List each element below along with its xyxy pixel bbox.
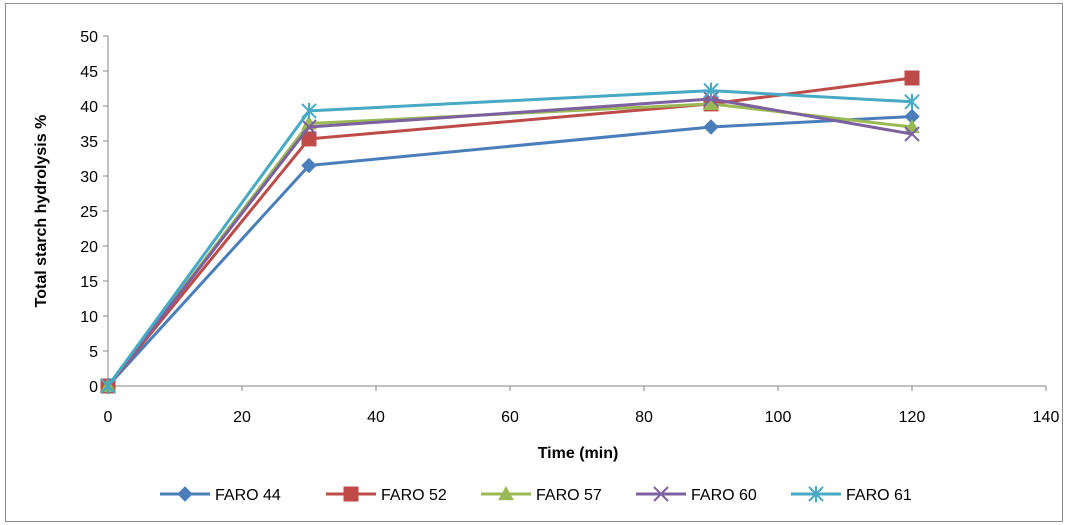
- x-tick-label: 40: [367, 409, 385, 426]
- series-faro-60: [100, 91, 920, 394]
- x-tick-label: 80: [635, 409, 653, 426]
- legend-item: FARO 61: [791, 486, 912, 504]
- x-tick-label: 60: [501, 409, 519, 426]
- data-point: [301, 102, 317, 119]
- legend-label: FARO 52: [381, 487, 447, 504]
- legend-item: FARO 60: [636, 486, 757, 504]
- data-point: [301, 131, 317, 147]
- data-point: [703, 82, 719, 99]
- y-tick-label: 35: [80, 134, 98, 151]
- legend-marker: [808, 486, 824, 502]
- legend-label: FARO 61: [846, 487, 912, 504]
- data-point: [904, 126, 920, 142]
- legend-label: FARO 57: [536, 487, 602, 504]
- series-faro-52: [100, 70, 920, 394]
- x-axis-title: Time (min): [538, 445, 619, 462]
- series-line: [106, 76, 913, 387]
- x-tick-label: 20: [233, 409, 251, 426]
- x-tick-label: 0: [104, 409, 113, 426]
- series-line: [106, 115, 913, 388]
- y-tick-label: 0: [89, 379, 98, 396]
- data-point: [904, 70, 920, 86]
- marker-stroke: [653, 486, 669, 502]
- marker-stroke: [301, 119, 317, 135]
- y-tick-label: 10: [80, 309, 98, 326]
- legend-item: FARO 52: [326, 486, 447, 504]
- series-faro-61: [100, 82, 920, 394]
- series-line: [106, 89, 913, 387]
- data-point: [703, 119, 719, 135]
- chart-frame: [5, 3, 1063, 522]
- legend-label: FARO 60: [691, 487, 757, 504]
- series-line: [106, 97, 913, 387]
- y-tick-label: 50: [80, 29, 98, 46]
- y-tick-label: 5: [89, 344, 98, 361]
- y-tick-label: 20: [80, 239, 98, 256]
- series-faro-44: [100, 108, 920, 394]
- x-tick-label: 140: [1033, 409, 1060, 426]
- y-tick-label: 25: [80, 204, 98, 221]
- data-point: [904, 93, 920, 110]
- legend-marker: [177, 486, 193, 502]
- marker-stroke: [904, 126, 920, 142]
- legend-marker: [653, 486, 669, 502]
- y-tick-label: 30: [80, 169, 98, 186]
- y-axis-title: Total starch hydrolysis %: [33, 115, 50, 308]
- legend-item: FARO 44: [160, 486, 281, 504]
- legend: FARO 44 FARO 52 FARO 57 FARO 60 FARO 61: [160, 485, 912, 504]
- legend-marker: [343, 486, 359, 502]
- y-tick-label: 40: [80, 99, 98, 116]
- legend-item: FARO 57: [481, 485, 602, 504]
- data-point: [301, 157, 317, 174]
- x-tick-label: 100: [765, 409, 792, 426]
- legend-label: FARO 44: [215, 487, 281, 504]
- data-point: [301, 119, 317, 135]
- legend-marker: [498, 485, 514, 501]
- axes: 0 5 10 15 20 25 30 35 40 45 50 0 20 40 60 80 100 120 140: [80, 29, 1059, 426]
- y-tick-label: 45: [80, 64, 98, 81]
- series-layer: [100, 70, 920, 394]
- y-tick-label: 15: [80, 274, 98, 291]
- data-point: [100, 378, 116, 394]
- x-tick-label: 120: [899, 409, 926, 426]
